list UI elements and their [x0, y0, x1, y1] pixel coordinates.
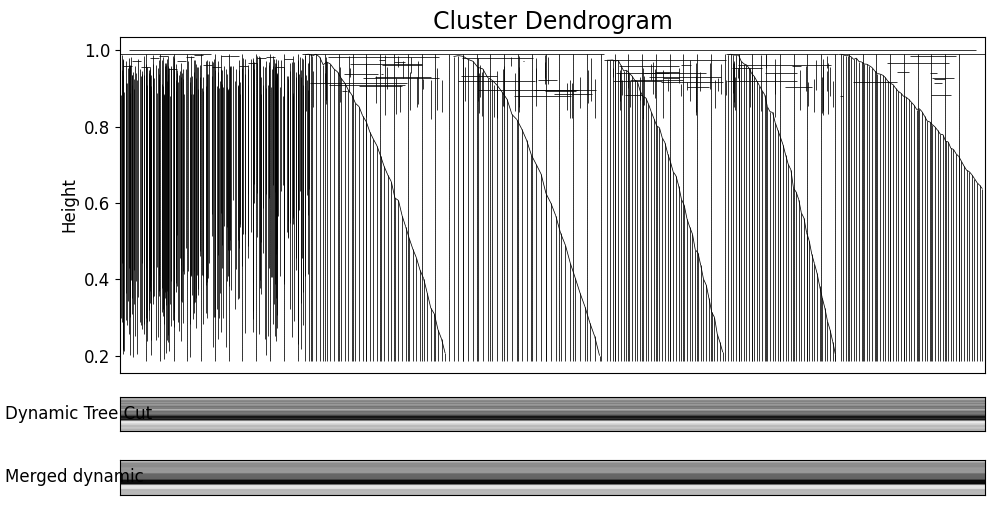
- Text: Merged dynamic: Merged dynamic: [5, 468, 144, 486]
- Y-axis label: Height: Height: [60, 178, 78, 232]
- Title: Cluster Dendrogram: Cluster Dendrogram: [433, 10, 672, 34]
- Text: Dynamic Tree Cut: Dynamic Tree Cut: [5, 405, 152, 423]
